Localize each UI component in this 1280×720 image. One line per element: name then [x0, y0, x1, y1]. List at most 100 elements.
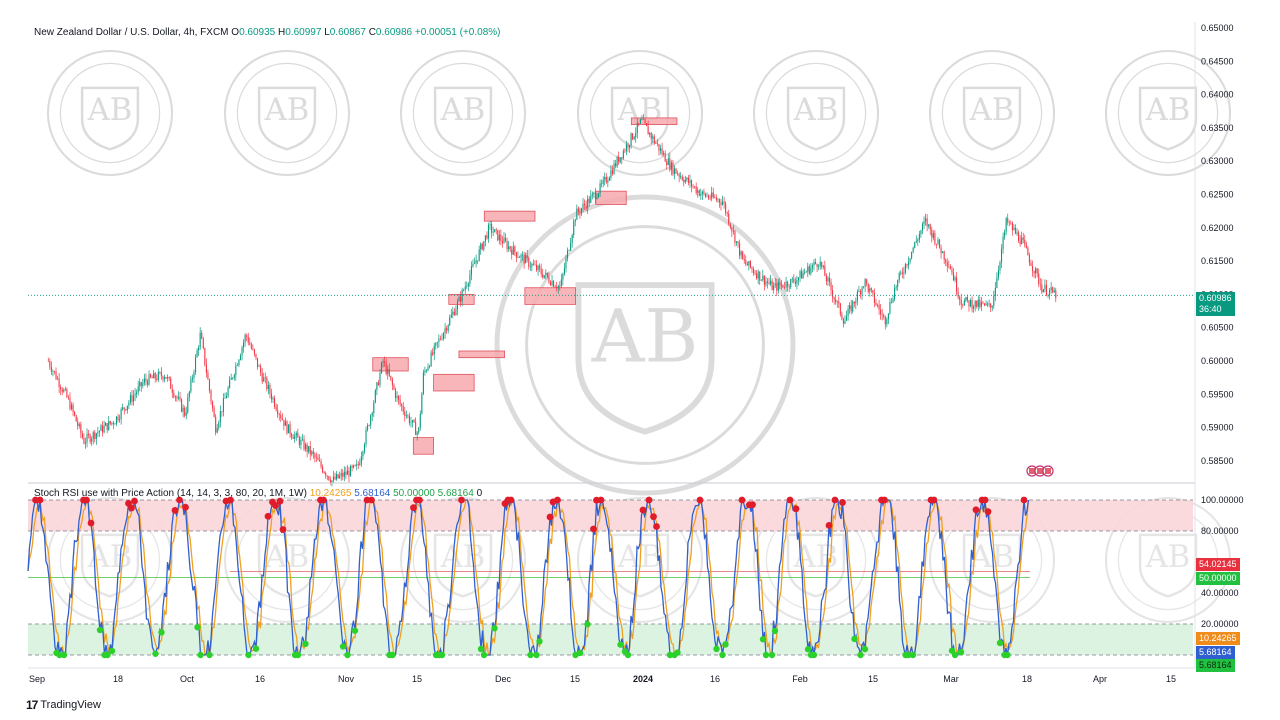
candle-body: [593, 192, 595, 194]
candle-body: [938, 239, 941, 248]
candle-body: [805, 271, 807, 273]
watermark-ring: [399, 49, 527, 177]
candle-body: [243, 342, 245, 348]
candle-body: [540, 268, 542, 275]
oversold-marker: [252, 645, 260, 652]
candle-body: [308, 446, 310, 452]
time-tick-label: 16: [710, 674, 720, 684]
candle-body: [280, 414, 282, 419]
watermark-badge: AB: [1104, 49, 1232, 177]
candle-body: [576, 208, 578, 220]
candle-body: [639, 119, 641, 124]
candle-body: [807, 266, 809, 272]
overbought-zone: [28, 500, 1193, 531]
oversold-marker: [96, 626, 104, 634]
candle-body: [236, 365, 238, 366]
candle-body: [714, 197, 716, 198]
candle-body: [613, 163, 615, 174]
candle-body: [202, 338, 204, 348]
candle-body: [656, 143, 658, 145]
indicator-header[interactable]: Stoch RSI use with Price Action (14, 14,…: [34, 488, 482, 499]
candle-body: [401, 404, 403, 407]
candle-body: [478, 249, 480, 261]
candle-body: [872, 290, 874, 293]
candle-body: [336, 474, 338, 480]
tradingview-logo[interactable]: 17 TradingView: [26, 698, 101, 712]
axes: 0.65000 0.64500 0.64000 0.63500 0.63000 0.625…: [28, 22, 1244, 684]
candle-body: [628, 145, 631, 148]
candle-body: [111, 422, 113, 424]
candle-body: [528, 257, 530, 267]
candle-body: [162, 376, 164, 380]
watermark-letters: AB: [969, 93, 1015, 128]
candle-body: [663, 153, 665, 155]
candle-body: [729, 223, 731, 228]
candle-body: [119, 419, 121, 421]
candle-body: [326, 475, 328, 477]
oversold-marker: [245, 651, 252, 659]
candle-body: [876, 304, 879, 306]
candle-body: [568, 250, 570, 251]
candle-body: [487, 224, 490, 239]
candle-body: [410, 422, 412, 424]
candle-body: [168, 377, 170, 379]
candle-body: [548, 276, 550, 283]
indicator-title[interactable]: Stoch RSI use with Price Action (14, 14,…: [34, 488, 307, 499]
candle-body: [57, 378, 59, 380]
candle-body: [407, 415, 409, 417]
symbol-title[interactable]: New Zealand Dollar / U.S. Dollar, 4h, FX…: [34, 27, 229, 38]
candle-body: [495, 229, 497, 230]
candle-body: [277, 410, 279, 415]
watermark-shield: [80, 86, 140, 151]
candle-body: [703, 191, 705, 194]
candle-body: [721, 201, 724, 205]
time-tick-label: 16: [255, 674, 265, 684]
candle-body: [225, 396, 228, 399]
watermark-inner-ring: [941, 62, 1043, 164]
candle-body: [683, 179, 685, 183]
candle-body: [914, 242, 916, 248]
candle-body: [901, 272, 903, 274]
candle-body: [261, 372, 263, 382]
oversold-marker: [294, 651, 302, 659]
candle-body: [1016, 232, 1018, 234]
candle-body: [424, 370, 426, 373]
candle-body: [131, 395, 133, 402]
candle-body: [983, 303, 986, 306]
candle-body: [263, 377, 265, 382]
candle-body: [659, 148, 662, 151]
candle-body: [559, 285, 561, 287]
candle-body: [566, 250, 569, 259]
candle-body: [923, 221, 925, 225]
candle-body: [47, 361, 49, 362]
candle-body: [991, 305, 993, 308]
candle-body: [828, 277, 831, 283]
candle-body: [658, 143, 660, 151]
candle-body: [825, 275, 827, 282]
candle-body: [295, 433, 297, 436]
oversold-marker: [152, 650, 159, 657]
candle-body: [143, 378, 145, 383]
candle-body: [880, 309, 882, 315]
oversold-marker: [996, 639, 1004, 647]
candle-body: [287, 424, 290, 434]
candle-body: [597, 193, 600, 197]
candle-body: [322, 466, 324, 473]
overbought-marker: [458, 496, 465, 504]
candle-body: [173, 392, 175, 397]
candle-body: [870, 288, 872, 291]
indicator-value-3: 50.00000: [393, 488, 435, 499]
candle-body: [574, 219, 576, 222]
candle-body: [804, 272, 806, 274]
zone-rect: [412, 437, 435, 455]
candle-body: [475, 260, 477, 264]
candle-body: [587, 198, 589, 209]
watermark-inner-ring: [412, 62, 514, 164]
candle-body: [227, 387, 229, 397]
candle-body: [88, 433, 90, 436]
candle-body: [439, 338, 441, 340]
candle-body: [988, 303, 990, 305]
candle-body: [627, 144, 629, 148]
oversold-marker: [951, 651, 959, 659]
